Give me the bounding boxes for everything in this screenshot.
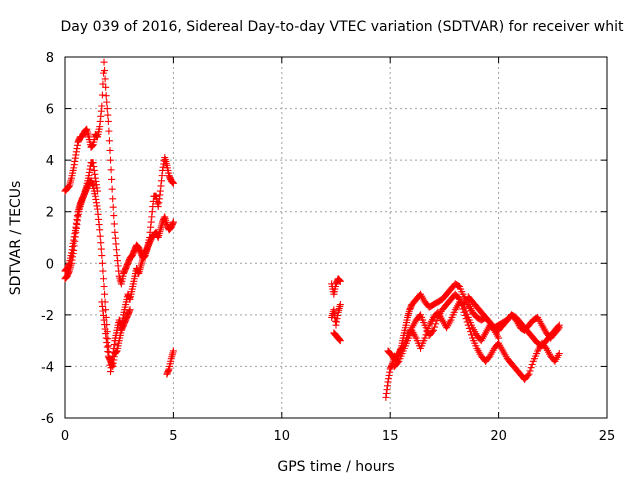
data-point — [106, 146, 114, 154]
y-tick-label: 0 — [46, 257, 54, 272]
data-point — [102, 92, 110, 100]
data-point — [107, 156, 115, 164]
x-tick-label: 15 — [382, 429, 399, 444]
y-tick-label: 4 — [46, 154, 54, 169]
data-point — [99, 267, 107, 275]
plot-frame — [64, 56, 608, 419]
data-point — [100, 58, 108, 66]
data-point — [100, 282, 108, 290]
x-tick-label: 0 — [61, 429, 69, 444]
data-point — [527, 364, 535, 372]
data-point — [336, 337, 344, 345]
y-axis-title: SDTVAR / TECUs — [8, 181, 24, 296]
x-tick-label: 20 — [490, 429, 507, 444]
data-point — [528, 360, 536, 368]
data-point — [459, 300, 467, 308]
data-point — [463, 310, 471, 318]
x-tick-label: 25 — [599, 429, 616, 444]
chart-title: Day 039 of 2016, Sidereal Day-to-day VTE… — [61, 19, 624, 35]
data-point — [422, 331, 430, 339]
data-point — [109, 203, 117, 211]
data-point — [423, 328, 431, 336]
data-point — [108, 185, 116, 193]
data-point — [101, 75, 109, 83]
data-point — [105, 127, 113, 135]
data-point — [99, 275, 107, 283]
data-point — [110, 220, 118, 228]
data-point — [94, 187, 102, 195]
data-point — [461, 304, 469, 312]
data-point — [96, 232, 104, 240]
data-point — [110, 212, 118, 220]
data-point — [169, 347, 177, 355]
data-point — [98, 102, 106, 110]
data-point — [108, 175, 116, 183]
data-point — [98, 91, 106, 99]
data-point — [98, 252, 106, 260]
data-point — [104, 117, 112, 125]
x-axis-title: GPS time / hours — [277, 459, 394, 475]
data-point — [107, 166, 115, 174]
data-point — [169, 218, 177, 226]
y-tick-label: -4 — [41, 360, 54, 375]
data-point — [524, 371, 532, 379]
y-tick-label: 8 — [46, 51, 54, 66]
data-point — [101, 67, 109, 75]
data-point — [424, 324, 432, 332]
data-point — [525, 370, 533, 378]
data-point — [103, 98, 111, 106]
data-point — [97, 245, 105, 253]
y-tick-label: -6 — [41, 412, 54, 427]
data-point — [430, 326, 438, 334]
y-tick-label: 6 — [46, 103, 54, 118]
data-point — [103, 105, 111, 113]
data-points — [61, 58, 563, 401]
data-point — [336, 277, 344, 285]
axis-ticks: 0 5 10 15 20 25 -6 -4 -2 0 2 4 6 8 — [41, 51, 615, 444]
data-point — [554, 325, 562, 333]
x-tick-label: 10 — [274, 429, 291, 444]
grid — [65, 57, 607, 418]
data-point — [97, 239, 105, 247]
y-tick-label: 2 — [46, 206, 54, 221]
data-point — [101, 290, 109, 298]
data-point — [432, 320, 440, 328]
data-point — [526, 367, 534, 375]
data-point — [102, 83, 110, 91]
y-tick-label: -2 — [41, 309, 54, 324]
data-point — [109, 195, 117, 203]
data-point — [394, 359, 402, 367]
data-point — [96, 226, 104, 234]
data-point — [555, 324, 563, 332]
data-point — [104, 335, 112, 343]
data-point — [468, 331, 475, 339]
data-point — [431, 323, 439, 331]
data-point — [126, 306, 134, 314]
data-point — [433, 317, 441, 325]
data-point — [495, 334, 503, 342]
data-point — [105, 137, 113, 145]
data-point — [460, 301, 468, 309]
x-tick-label: 5 — [169, 429, 177, 444]
data-point — [169, 179, 177, 187]
data-point — [336, 301, 344, 309]
data-point — [555, 350, 563, 358]
data-point — [104, 111, 112, 119]
data-point — [421, 334, 429, 342]
data-point — [462, 307, 470, 315]
data-point — [98, 259, 106, 267]
